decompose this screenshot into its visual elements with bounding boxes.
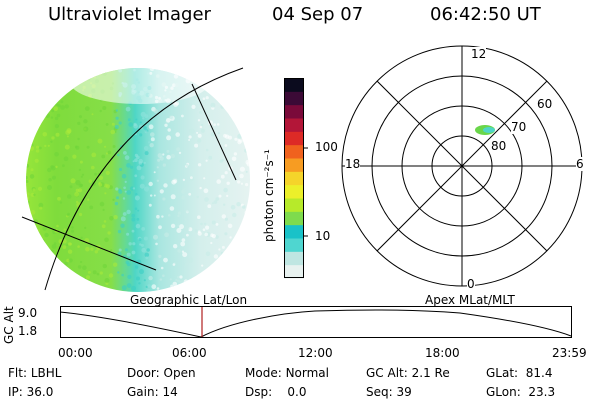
mlt-label-0: 0 [467, 277, 475, 291]
colorbar-segment [284, 224, 304, 239]
glat-label: GLat: [486, 366, 519, 380]
meridian-line-right [191, 83, 237, 181]
lat-label-70: 70 [511, 120, 527, 134]
altitude-timeline [59, 306, 572, 338]
colorbar-segment [284, 211, 304, 226]
colorbar-unit-label: photon cm⁻²s⁻¹ [262, 149, 276, 242]
filter-label: Flt: [8, 366, 27, 380]
x-tick-0000: 00:00 [58, 346, 93, 360]
colorbar-segment [284, 238, 304, 252]
colorbar-segment [284, 78, 304, 92]
timeline-ylabel: GC Alt [2, 306, 16, 344]
x-tick-2359: 23:59 [552, 346, 587, 360]
colorbar-segment [284, 131, 304, 146]
colorbar-segment [284, 118, 304, 132]
image-time: 06:42:50 UT [430, 4, 541, 25]
colorbar-tick-10: 10 [315, 229, 331, 243]
door-value: Open [163, 366, 196, 380]
x-tick-1800: 18:00 [425, 346, 460, 360]
filter-readout: Flt: LBHL [8, 366, 61, 380]
gc-alt-readout: GC Alt: 2.1 Re [366, 366, 450, 380]
polar-mlt-plot [341, 45, 583, 287]
mlt-label-12: 12 [471, 47, 487, 61]
colorbar-segment [284, 184, 304, 199]
mode-label: Mode: [245, 366, 282, 380]
seq-readout: Seq: 39 [366, 385, 412, 399]
mode-readout: Mode: Normal [245, 366, 329, 380]
latitude-arc [44, 67, 244, 291]
dsp-value: 0.0 [287, 385, 307, 399]
colorbar-segment [284, 104, 304, 119]
glat-value: 81.4 [525, 366, 553, 380]
mode-value: Normal [285, 366, 329, 380]
ip-value: 36.0 [26, 385, 54, 399]
altitude-curve [59, 309, 572, 338]
colorbar [284, 78, 308, 279]
colorbar-segment [284, 251, 304, 266]
timeline-right-title: Apex MLat/MLT [425, 293, 515, 307]
meridian-line-left [21, 216, 157, 271]
mlt-label-18: 18 [345, 157, 361, 171]
image-date: 04 Sep 07 [272, 4, 364, 25]
gain-value: 14 [162, 385, 178, 399]
glon-label: GLon: [486, 385, 521, 399]
x-tick-1200: 12:00 [298, 346, 333, 360]
dsp-label: Dsp: [245, 385, 273, 399]
colorbar-tick-100: 100 [315, 140, 338, 154]
glat-readout: GLat: 81.4 [486, 366, 552, 380]
timeline-ymax: 9.0 [18, 306, 38, 320]
seq-label: Seq: [366, 385, 393, 399]
glon-value: 23.3 [528, 385, 556, 399]
auroral-patch [475, 125, 495, 135]
colorbar-segment [284, 91, 304, 106]
ip-readout: IP: 36.0 [8, 385, 53, 399]
gc-alt-value: 2.1 Re [411, 366, 450, 380]
colorbar-segment [284, 198, 304, 212]
lat-label-80: 80 [491, 139, 507, 153]
timeline-ymin: 1.8 [18, 324, 38, 338]
glon-readout: GLon: 23.3 [486, 385, 555, 399]
dsp-readout: Dsp: 0.0 [245, 385, 307, 399]
filter-value: LBHL [30, 366, 62, 380]
mlt-label-6: 6 [576, 157, 584, 171]
lat-label-60: 60 [537, 97, 553, 111]
colorbar-segment [284, 158, 304, 172]
door-label: Door: [127, 366, 160, 380]
colorbar-segment [284, 144, 304, 159]
timeline-left-title: Geographic Lat/Lon [130, 293, 248, 307]
seq-value: 39 [396, 385, 412, 399]
x-tick-0600: 06:00 [172, 346, 207, 360]
colorbar-segment [284, 171, 304, 186]
gain-label: Gain: [127, 385, 159, 399]
gain-readout: Gain: 14 [127, 385, 178, 399]
gc-alt-label: GC Alt: [366, 366, 408, 380]
ip-label: IP: [8, 385, 23, 399]
app-title: Ultraviolet Imager [48, 4, 211, 25]
door-readout: Door: Open [127, 366, 196, 380]
colorbar-segment [284, 264, 304, 279]
